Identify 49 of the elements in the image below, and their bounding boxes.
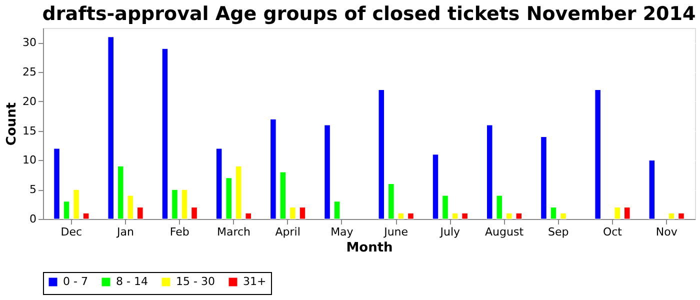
y-tick-label: 0 bbox=[30, 212, 36, 226]
legend-label: 15 - 30 bbox=[176, 275, 215, 288]
bar bbox=[516, 212, 522, 220]
bar bbox=[407, 212, 414, 220]
bar bbox=[614, 206, 621, 220]
x-tick-label: Jan bbox=[116, 226, 134, 238]
bar bbox=[452, 212, 458, 220]
bar bbox=[398, 212, 404, 220]
bar bbox=[462, 212, 468, 220]
bar bbox=[442, 195, 449, 220]
bar bbox=[245, 212, 252, 220]
bar bbox=[624, 206, 630, 220]
x-tick-label: August bbox=[485, 226, 524, 238]
bar bbox=[678, 212, 684, 220]
bar bbox=[506, 212, 512, 220]
y-tick-label: 20 bbox=[22, 94, 36, 108]
x-tick-label: Oct bbox=[602, 226, 623, 238]
legend-label: 0 - 7 bbox=[63, 275, 88, 288]
legend-label: 31+ bbox=[243, 275, 266, 288]
y-axis-title: Count bbox=[4, 102, 20, 146]
legend-label: 8 - 14 bbox=[116, 275, 148, 288]
x-tick-label: May bbox=[330, 226, 354, 238]
y-tick-label: 30 bbox=[22, 36, 36, 50]
x-tick-label: Sep bbox=[548, 226, 569, 238]
bar bbox=[136, 206, 144, 220]
bar bbox=[334, 201, 340, 220]
y-tick-label: 10 bbox=[22, 154, 36, 167]
bar bbox=[82, 212, 90, 220]
x-tick-label: Nov bbox=[656, 226, 678, 238]
y-tick-label: 5 bbox=[30, 183, 36, 196]
x-tick-label: July bbox=[439, 226, 461, 238]
bar bbox=[299, 206, 306, 220]
x-axis-title: Month bbox=[346, 240, 393, 256]
y-tick-label: 25 bbox=[22, 66, 36, 79]
bar bbox=[63, 201, 70, 220]
bar bbox=[668, 212, 675, 220]
chart-title: drafts-approval Age groups of closed tickets November 2014 bbox=[42, 3, 696, 25]
x-tick-label: Dec bbox=[60, 226, 82, 238]
bar bbox=[560, 212, 566, 220]
bar bbox=[550, 206, 557, 220]
x-tick-label: Feb bbox=[170, 226, 190, 238]
x-tick-label: June bbox=[383, 226, 408, 238]
x-tick-label: March bbox=[216, 226, 251, 238]
bar bbox=[191, 206, 198, 220]
bar bbox=[127, 195, 134, 220]
bar bbox=[289, 206, 296, 220]
x-tick-label: April bbox=[275, 226, 300, 238]
bar bbox=[496, 195, 503, 220]
y-tick-label: 15 bbox=[22, 124, 36, 138]
